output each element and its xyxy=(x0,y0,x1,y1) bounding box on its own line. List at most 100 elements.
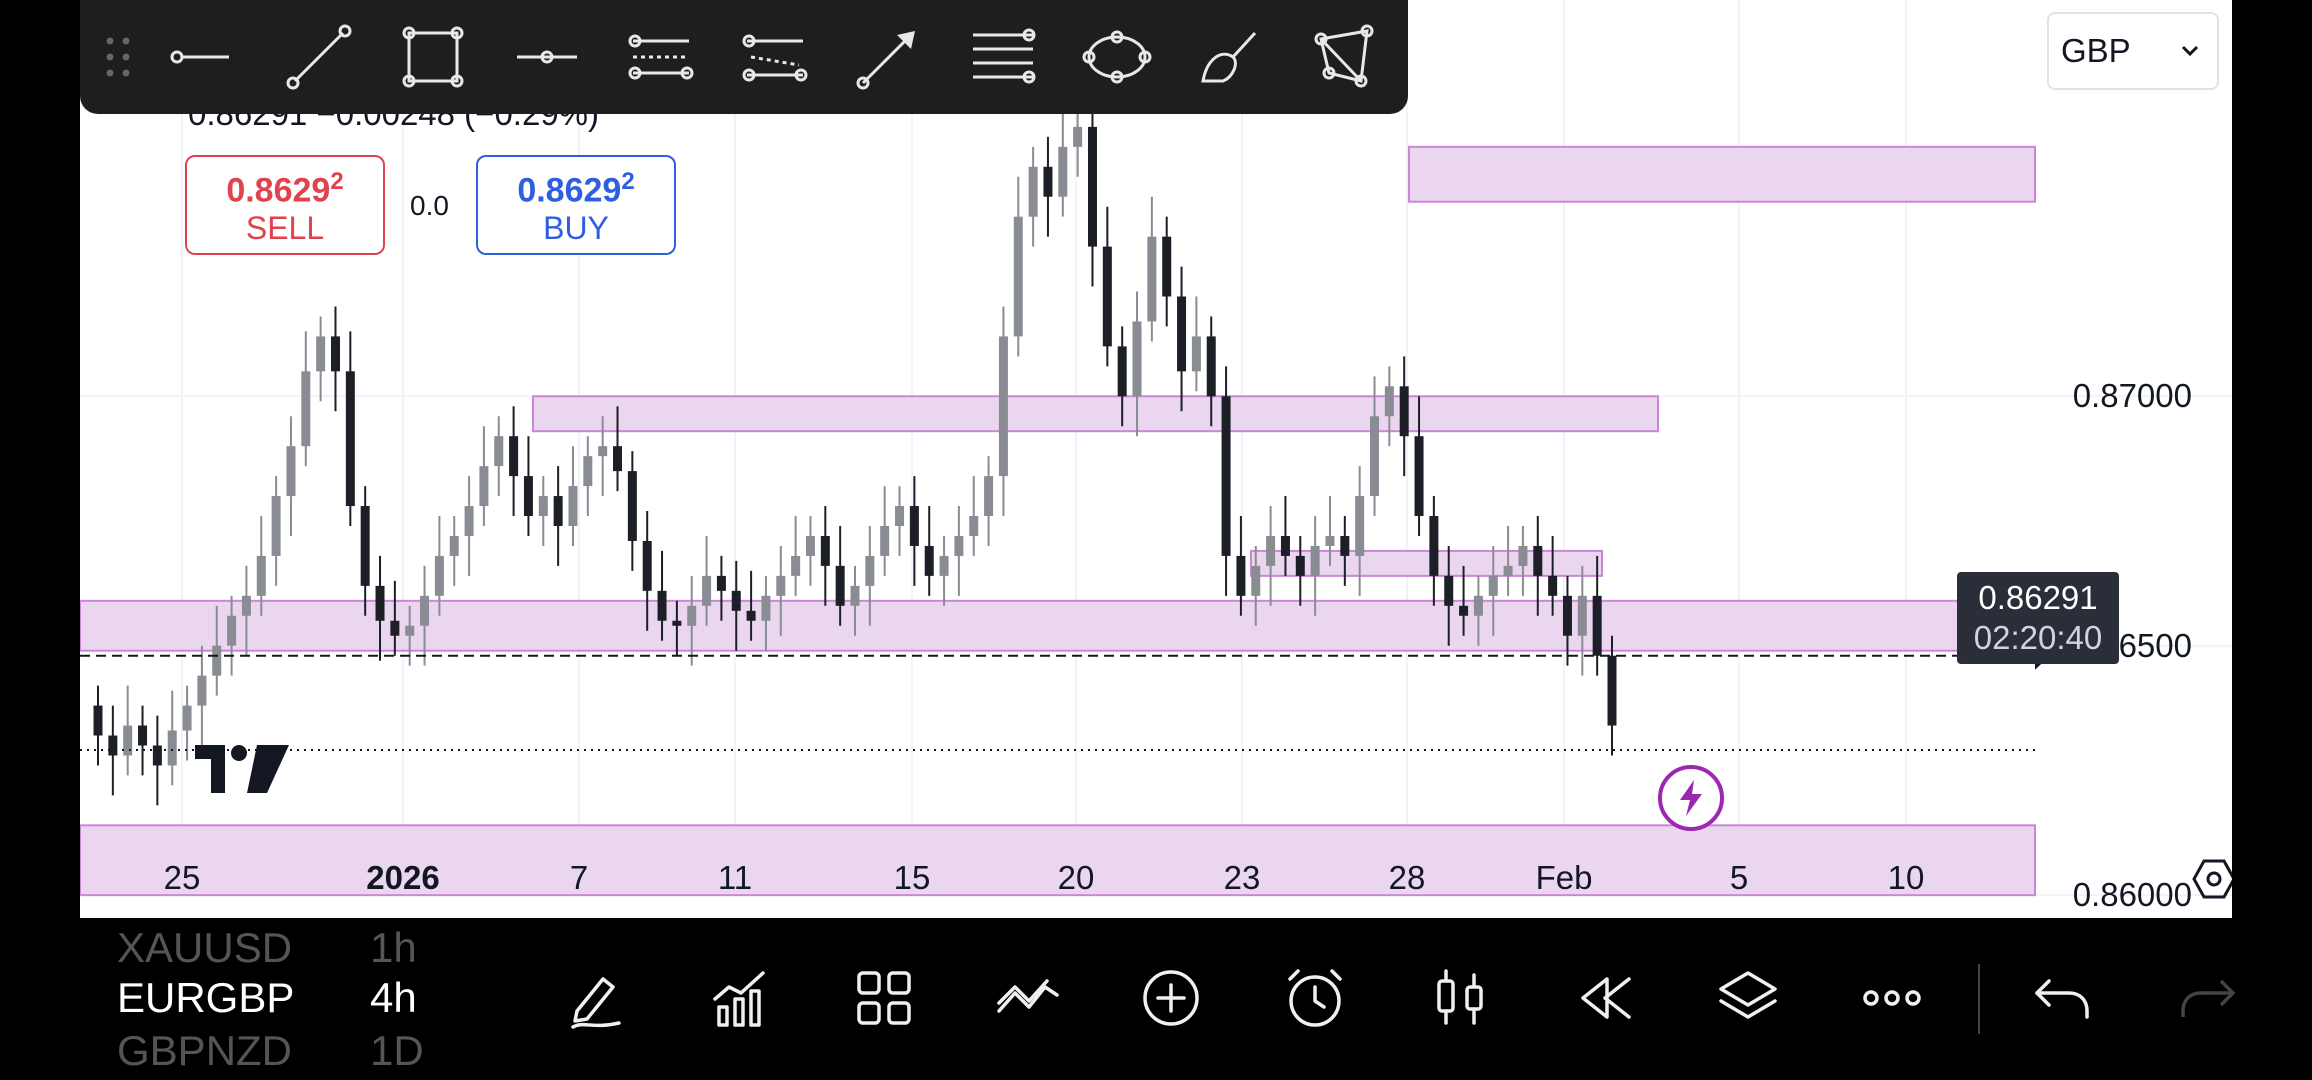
layouts-grid-button[interactable] xyxy=(844,958,924,1038)
pencil-button[interactable] xyxy=(556,958,636,1038)
candle-body xyxy=(509,436,519,477)
current-interval: 4h xyxy=(370,974,417,1021)
symbol-picker[interactable]: XAUUSD 1h EURGBP 4h GBPNZD 1D xyxy=(117,918,457,1080)
candle-body xyxy=(895,506,905,526)
candle-body xyxy=(1162,236,1172,297)
chart-settings-icon[interactable] xyxy=(2192,857,2232,901)
tool-ellipse[interactable] xyxy=(1060,0,1174,114)
date-axis-label: 5 xyxy=(1729,859,1749,896)
alarm-button[interactable] xyxy=(1275,958,1355,1038)
date-axis-label: 10 xyxy=(1887,859,1925,896)
horizontal-line-icon xyxy=(170,50,229,64)
tool-trend-line[interactable] xyxy=(262,0,376,114)
indicators-icon xyxy=(713,971,765,1027)
candle-body xyxy=(93,705,103,736)
price-zone[interactable] xyxy=(1408,145,2036,203)
indicators-button[interactable] xyxy=(700,958,780,1038)
currency-select[interactable]: GBP xyxy=(2047,12,2219,90)
symbol-row-prev[interactable]: XAUUSD 1h xyxy=(117,924,417,971)
replay-icon xyxy=(1581,977,1631,1019)
candle-body xyxy=(939,555,949,576)
more-button[interactable] xyxy=(1852,958,1932,1038)
candle-body xyxy=(271,496,281,556)
compare-icon xyxy=(997,979,1059,1013)
candle-body xyxy=(1488,575,1498,596)
chart-area[interactable]: 0.86291 −0.00248 (−0.29%) 0.86292 SELL 0… xyxy=(80,0,2232,918)
chevron-down-icon xyxy=(2181,45,2199,57)
candle-body xyxy=(330,336,340,372)
drawing-toolbar xyxy=(80,0,1408,114)
add-circle-icon xyxy=(1143,970,1199,1026)
candle-body xyxy=(1370,416,1380,497)
tool-fib-retracement[interactable] xyxy=(946,0,1060,114)
candle-body xyxy=(984,476,994,517)
rectangle-icon xyxy=(402,26,464,88)
price-zone[interactable] xyxy=(80,599,2036,652)
add-circle-button[interactable] xyxy=(1131,958,1211,1038)
candle-body xyxy=(1562,595,1572,636)
arrow-icon xyxy=(856,31,915,90)
candle-body xyxy=(523,476,533,517)
candle-body xyxy=(716,575,726,591)
price-zone[interactable] xyxy=(1250,549,1603,577)
candle-body xyxy=(420,595,430,626)
candle-body xyxy=(434,555,444,596)
candle-body xyxy=(642,540,652,591)
date-axis-label: 20 xyxy=(1057,859,1095,896)
candle-body xyxy=(954,535,964,556)
lightning-icon xyxy=(1680,780,1702,816)
price-zone[interactable] xyxy=(80,824,2036,897)
candle-body xyxy=(1028,166,1038,217)
candle-body xyxy=(1013,216,1023,337)
alarm-icon xyxy=(1288,969,1342,1027)
date-axis-label: 7 xyxy=(569,859,589,896)
buy-label: BUY xyxy=(543,210,609,247)
lightning-button[interactable] xyxy=(1658,765,1724,831)
date-axis-label: 15 xyxy=(893,859,931,896)
tool-rectangle[interactable] xyxy=(376,0,490,114)
candle-body xyxy=(553,496,563,526)
layers-button[interactable] xyxy=(1708,958,1788,1038)
tool-horizontal-ray[interactable] xyxy=(490,0,604,114)
tool-brush[interactable] xyxy=(1174,0,1288,114)
candle-body xyxy=(538,496,548,517)
candle-body xyxy=(998,336,1008,477)
candle-body xyxy=(761,595,771,621)
tool-parallel-channel[interactable] xyxy=(604,0,718,114)
price-axis-label: 0.87000 xyxy=(2072,377,2192,415)
candle-body xyxy=(1132,321,1142,397)
polygon-icon xyxy=(1314,24,1374,88)
symbol-row-current[interactable]: EURGBP 4h xyxy=(117,963,457,1033)
candle-body xyxy=(1399,386,1409,437)
candle-body xyxy=(197,675,207,706)
tool-arrow[interactable] xyxy=(832,0,946,114)
candle-body xyxy=(909,506,919,546)
redo-button[interactable] xyxy=(2168,958,2248,1038)
date-axis-label: Feb xyxy=(1535,859,1593,896)
candle-body xyxy=(583,456,593,487)
compare-button[interactable] xyxy=(988,958,1068,1038)
candle-body xyxy=(1221,396,1231,556)
candle-body xyxy=(598,446,608,457)
candle-body xyxy=(1280,535,1290,556)
candle-body xyxy=(865,555,875,586)
tool-disjoint-channel[interactable] xyxy=(718,0,832,114)
candle-body xyxy=(1073,126,1083,147)
tool-polygon[interactable] xyxy=(1288,0,1402,114)
undo-button[interactable] xyxy=(2022,958,2102,1038)
replay-button[interactable] xyxy=(1564,958,1644,1038)
sell-button[interactable]: 0.86292 SELL xyxy=(185,155,385,255)
price-zone[interactable] xyxy=(532,395,1659,433)
drag-handle-icon[interactable] xyxy=(98,0,138,114)
date-axis-label: 2026 xyxy=(366,859,440,896)
candle-body xyxy=(1058,146,1068,197)
candlestick-chart[interactable] xyxy=(80,0,2232,918)
buy-button[interactable]: 0.86292 BUY xyxy=(476,155,676,255)
date-axis-label: 25 xyxy=(163,859,201,896)
candles-button[interactable] xyxy=(1420,958,1500,1038)
candle-body xyxy=(924,545,934,576)
candle-body xyxy=(138,725,148,746)
sell-price: 0.86292 xyxy=(226,167,344,210)
symbol-row-next[interactable]: GBPNZD 1D xyxy=(117,1027,424,1074)
tool-horizontal-line[interactable] xyxy=(148,0,262,114)
